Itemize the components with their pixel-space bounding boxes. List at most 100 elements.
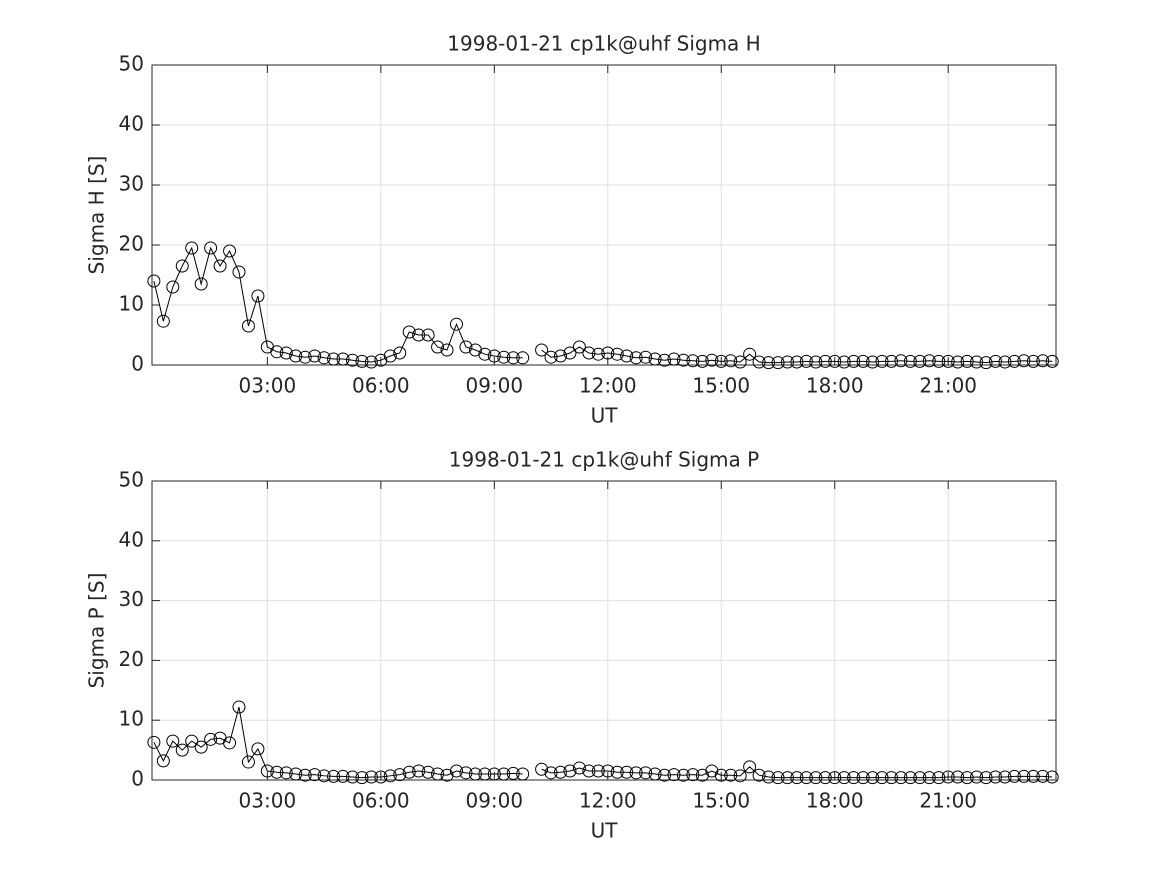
data-point	[364, 770, 378, 784]
data-point	[733, 355, 747, 369]
x-tick-label: 09:00	[465, 374, 523, 398]
data-point	[544, 350, 558, 364]
data-point	[866, 355, 880, 369]
data-point	[714, 354, 728, 368]
data-point	[913, 354, 927, 368]
data-point	[667, 768, 681, 782]
data-point	[629, 766, 643, 780]
data-point	[903, 354, 917, 368]
x-tick-label: 03:00	[239, 789, 297, 813]
data-point	[818, 771, 832, 785]
data-point	[591, 347, 605, 361]
data-point	[809, 355, 823, 369]
data-point	[979, 356, 993, 370]
data-line	[153, 706, 523, 779]
data-line	[541, 346, 1053, 364]
data-point	[336, 352, 350, 366]
data-point	[809, 771, 823, 785]
data-point	[733, 769, 747, 783]
data-point	[440, 768, 454, 782]
data-point	[951, 355, 965, 369]
data-point	[1036, 769, 1050, 783]
x-tick-label: 18:00	[806, 374, 864, 398]
data-point	[970, 355, 984, 369]
data-point	[837, 355, 851, 369]
data-point	[771, 771, 785, 785]
data-point	[449, 317, 463, 331]
data-point	[1045, 770, 1059, 784]
x-tick-label: 21:00	[919, 789, 977, 813]
data-point	[166, 734, 180, 748]
x-tick-label: 12:00	[579, 374, 637, 398]
data-point	[894, 771, 908, 785]
axes-frame	[151, 480, 1057, 781]
data-point	[478, 767, 492, 781]
data-point	[327, 352, 341, 366]
data-point	[270, 345, 284, 359]
data-point	[601, 764, 615, 778]
data-point	[563, 764, 577, 778]
data-point	[979, 771, 993, 785]
data-point	[194, 740, 208, 754]
data-point	[185, 734, 199, 748]
data-line	[153, 246, 523, 363]
data-point	[771, 356, 785, 370]
y-tick-label: 0	[131, 767, 144, 791]
data-point	[345, 353, 359, 367]
y-tick-label: 20	[119, 232, 144, 256]
data-point	[790, 771, 804, 785]
y-tick-label: 50	[119, 52, 144, 76]
data-point	[780, 771, 794, 785]
data-point	[620, 765, 634, 779]
y-tick-label: 40	[119, 527, 144, 551]
data-point	[743, 347, 757, 361]
data-point	[998, 770, 1012, 784]
data-point	[762, 356, 776, 370]
data-point	[941, 354, 955, 368]
data-point	[308, 349, 322, 363]
data-point	[705, 353, 719, 367]
axes-frame	[151, 64, 1057, 366]
data-point	[875, 771, 889, 785]
data-point	[204, 732, 218, 746]
data-point	[932, 354, 946, 368]
data-point	[487, 767, 501, 781]
y-axis-label: Sigma H [S]	[85, 156, 109, 275]
x-tick-label: 18:00	[806, 789, 864, 813]
data-point	[563, 346, 577, 360]
y-tick-label: 30	[119, 587, 144, 611]
data-point	[374, 770, 388, 784]
x-axis-label: UT	[591, 404, 619, 428]
data-point	[535, 343, 549, 357]
y-axis-label: Sigma P [S]	[85, 573, 109, 689]
data-point	[762, 770, 776, 784]
chart-title: 1998-01-21 cp1k@uhf Sigma H	[447, 32, 760, 56]
data-point	[478, 347, 492, 361]
data-point	[1017, 769, 1031, 783]
data-point	[847, 771, 861, 785]
data-point	[147, 274, 161, 288]
data-point	[383, 349, 397, 363]
data-point	[648, 767, 662, 781]
x-tick-label: 06:00	[352, 789, 410, 813]
data-point	[412, 328, 426, 342]
data-point	[837, 771, 851, 785]
data-point	[251, 289, 265, 303]
y-tick-label: 30	[119, 172, 144, 196]
data-point	[960, 771, 974, 785]
data-point	[516, 351, 530, 365]
data-point	[241, 319, 255, 333]
data-point	[828, 771, 842, 785]
data-point	[705, 764, 719, 778]
data-point	[884, 771, 898, 785]
x-tick-label: 15:00	[692, 789, 750, 813]
data-point	[251, 742, 265, 756]
data-point	[166, 280, 180, 294]
data-point	[232, 700, 246, 714]
data-point	[279, 766, 293, 780]
x-tick-label: 09:00	[465, 789, 523, 813]
data-point	[535, 762, 549, 776]
data-point	[941, 770, 955, 784]
chart-title: 1998-01-21 cp1k@uhf Sigma P	[449, 448, 759, 472]
